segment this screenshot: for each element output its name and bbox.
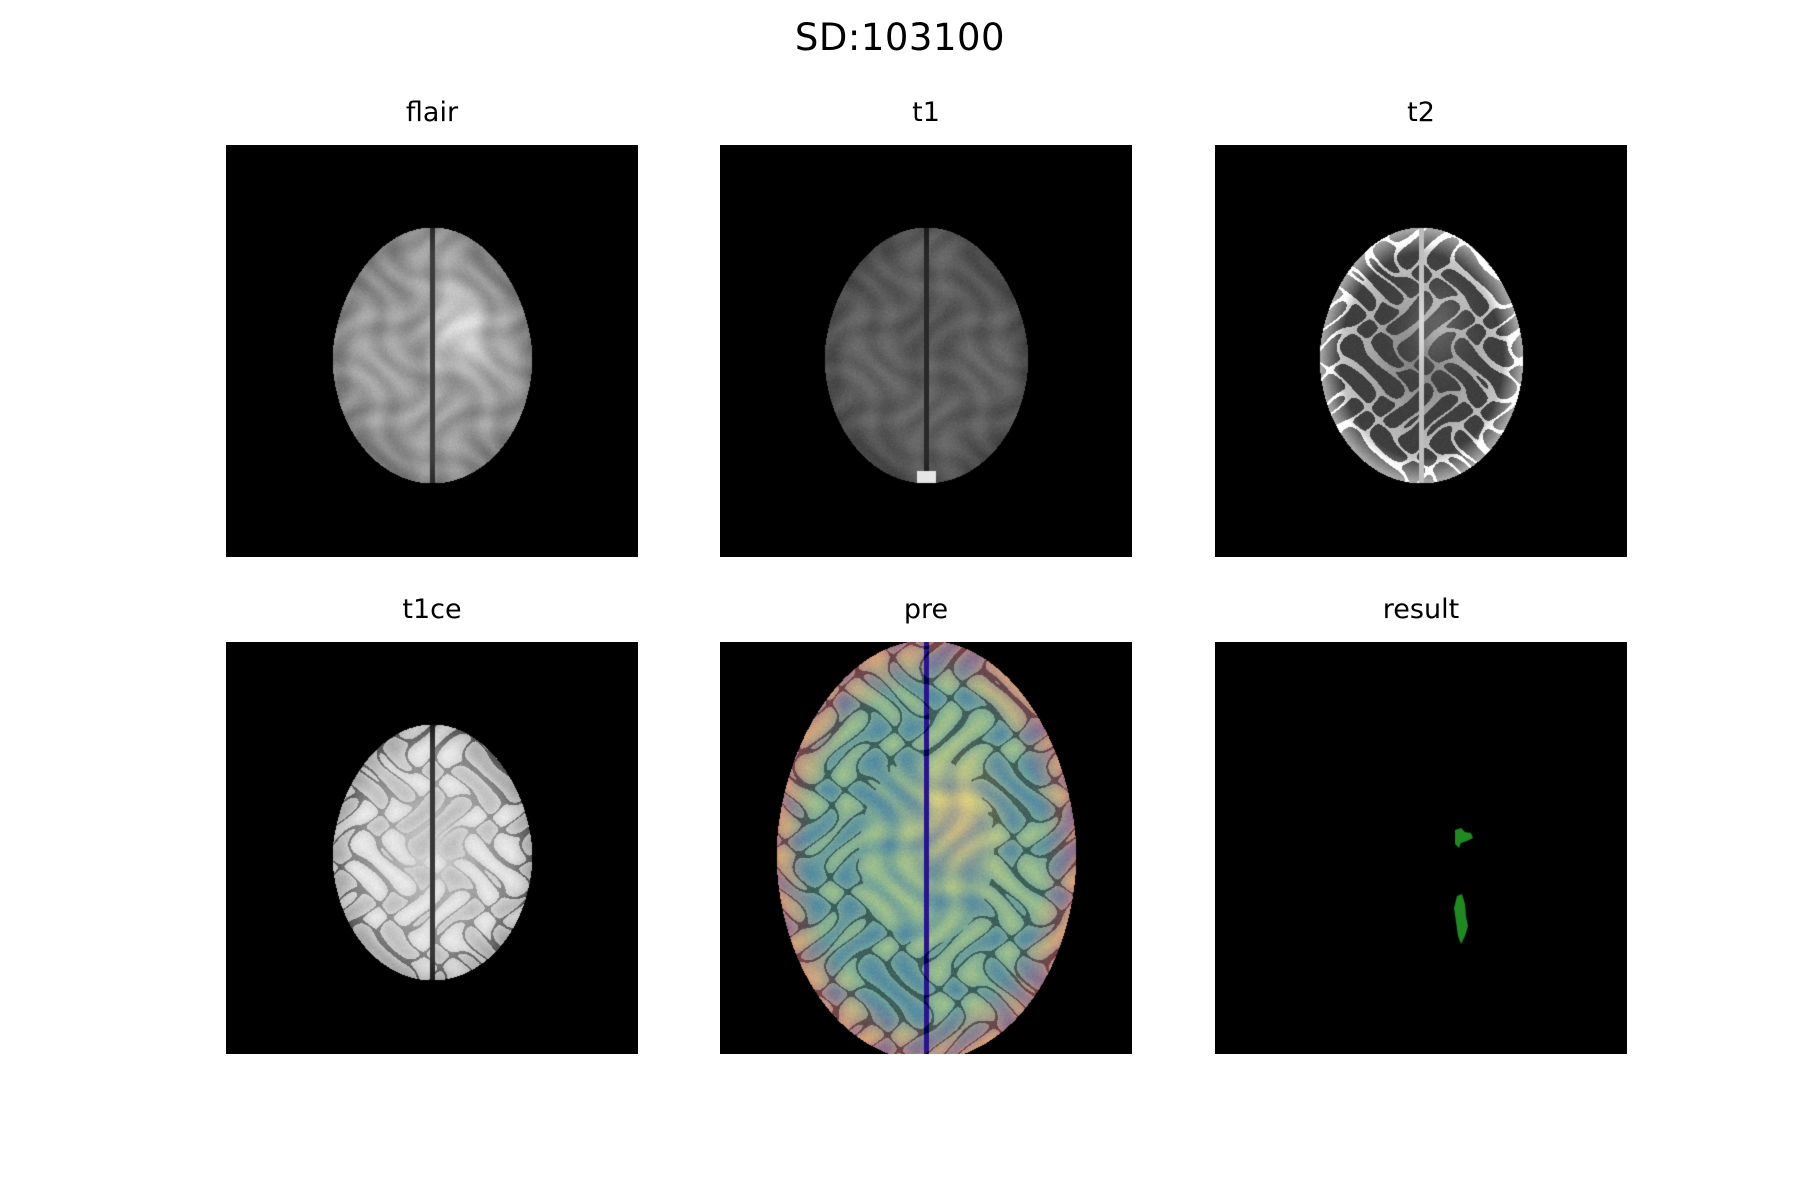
t2-mri-image xyxy=(1215,145,1627,557)
figure-title: SD:103100 xyxy=(794,16,1006,59)
pre-composite-image xyxy=(720,642,1132,1054)
t1-mri-image xyxy=(720,145,1132,557)
panel-flair: flair xyxy=(226,97,638,557)
t1ce-mri-image xyxy=(226,642,638,1054)
panel-pre: pre xyxy=(720,594,1132,1054)
panel-title-pre: pre xyxy=(903,594,949,625)
panel-title-t2: t2 xyxy=(1407,97,1435,128)
panel-t1: t1 xyxy=(720,97,1132,557)
panel-t2: t2 xyxy=(1215,97,1627,557)
panel-title-result: result xyxy=(1382,594,1460,625)
result-segmentation-image xyxy=(1215,642,1627,1054)
panel-title-t1ce: t1ce xyxy=(402,594,462,625)
panel-result: result xyxy=(1215,594,1627,1054)
panel-t1ce: t1ce xyxy=(226,594,638,1054)
panel-title-flair: flair xyxy=(405,97,459,128)
panel-title-t1: t1 xyxy=(912,97,940,128)
flair-mri-image xyxy=(226,145,638,557)
